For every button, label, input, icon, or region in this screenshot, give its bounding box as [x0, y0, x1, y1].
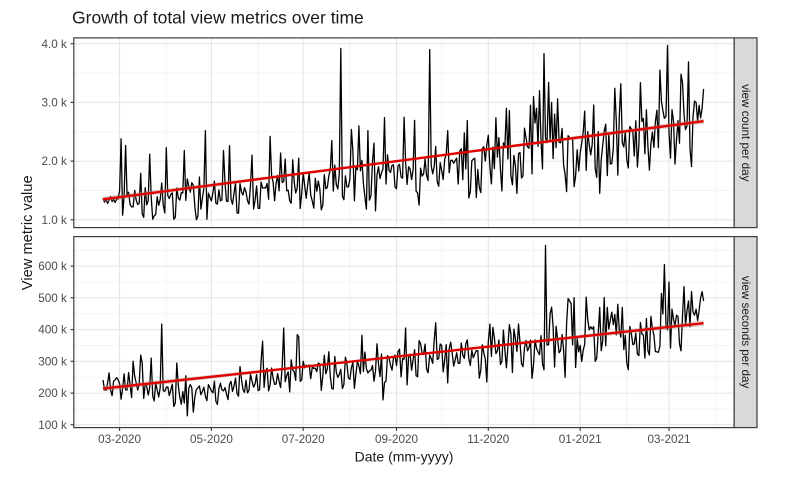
svg-text:Growth of total view metrics o: Growth of total view metrics over time — [72, 7, 364, 27]
svg-text:600 k: 600 k — [38, 260, 67, 273]
svg-text:View metric value: View metric value — [20, 175, 36, 290]
svg-text:view count per day: view count per day — [739, 84, 752, 182]
svg-text:300 k: 300 k — [38, 355, 67, 368]
svg-text:3.0 k: 3.0 k — [41, 97, 66, 110]
svg-text:01-2021: 01-2021 — [559, 433, 602, 446]
svg-text:Date (mm-yyyy): Date (mm-yyyy) — [355, 448, 454, 464]
svg-text:500 k: 500 k — [38, 292, 67, 305]
svg-text:4.0 k: 4.0 k — [41, 38, 66, 51]
svg-text:09-2020: 09-2020 — [375, 433, 418, 446]
svg-text:400 k: 400 k — [38, 324, 67, 337]
svg-text:1.0 k: 1.0 k — [41, 214, 66, 227]
svg-text:100 k: 100 k — [38, 419, 67, 432]
svg-text:11-2020: 11-2020 — [467, 433, 510, 446]
svg-text:03-2021: 03-2021 — [648, 433, 691, 446]
svg-text:07-2020: 07-2020 — [282, 433, 325, 446]
svg-text:05-2020: 05-2020 — [190, 433, 233, 446]
svg-text:view seconds per day: view seconds per day — [739, 276, 752, 389]
svg-text:03-2020: 03-2020 — [98, 433, 141, 446]
svg-text:200 k: 200 k — [38, 387, 67, 400]
svg-text:2.0 k: 2.0 k — [41, 155, 66, 168]
